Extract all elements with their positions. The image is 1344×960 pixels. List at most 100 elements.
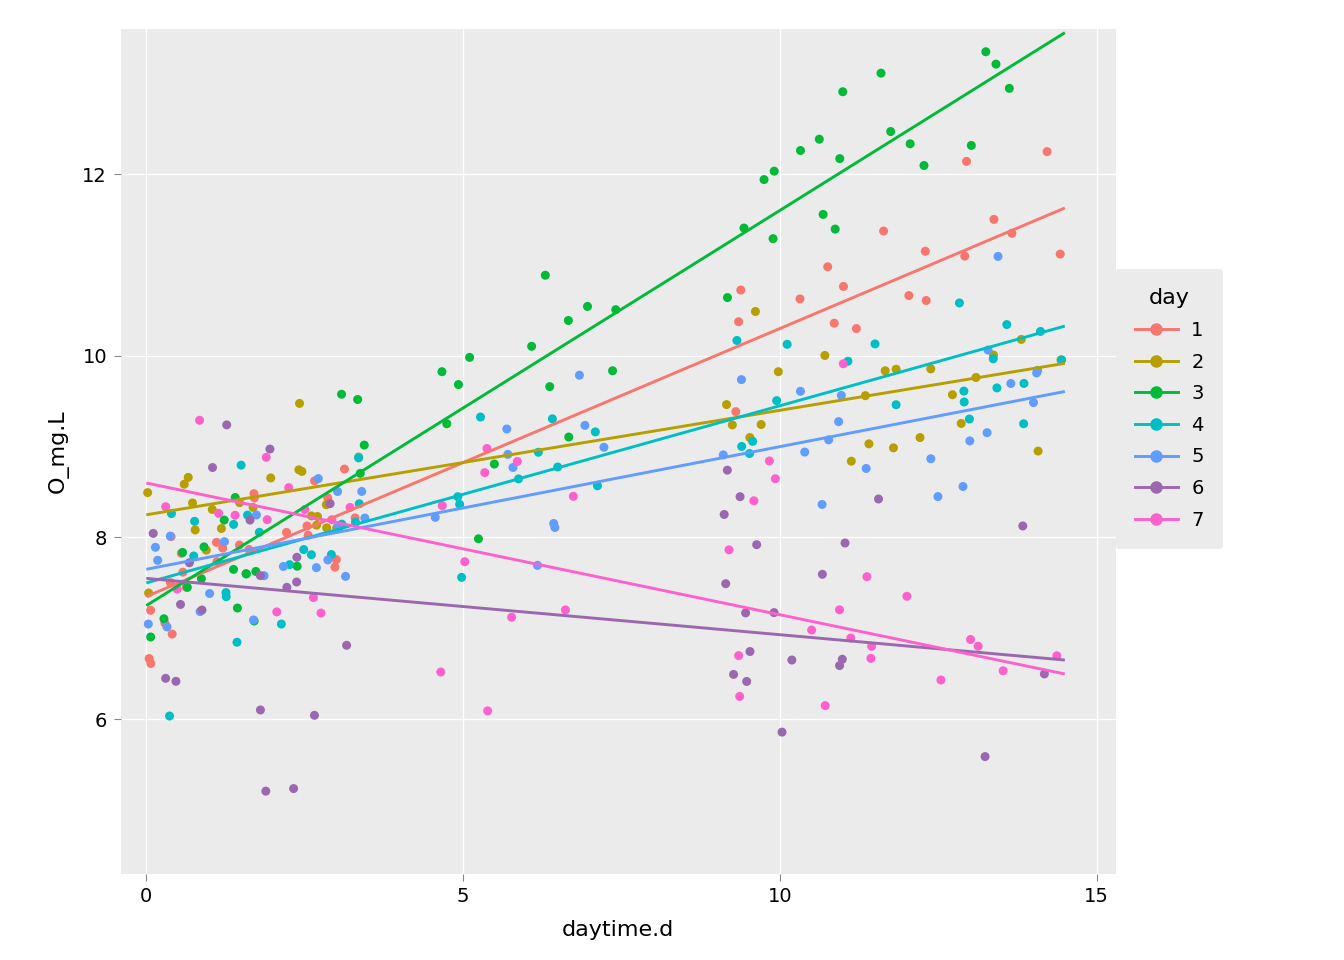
- Point: [977, 343, 999, 358]
- Point: [215, 589, 237, 605]
- Point: [344, 515, 366, 530]
- Point: [435, 416, 457, 431]
- Point: [243, 486, 265, 501]
- Point: [306, 517, 328, 533]
- Point: [190, 604, 211, 619]
- Point: [832, 356, 853, 372]
- Point: [449, 496, 470, 512]
- Point: [817, 259, 839, 275]
- Point: [832, 84, 853, 100]
- Point: [331, 516, 352, 532]
- Point: [913, 157, 934, 173]
- Point: [872, 224, 894, 239]
- Point: [996, 317, 1017, 332]
- Point: [508, 471, 530, 487]
- Point: [250, 703, 271, 718]
- Point: [862, 638, 883, 654]
- Point: [735, 605, 757, 620]
- Point: [730, 282, 751, 298]
- Point: [454, 554, 476, 569]
- Point: [739, 445, 761, 461]
- Point: [293, 541, 314, 557]
- Point: [728, 648, 750, 663]
- Point: [255, 449, 277, 465]
- Point: [982, 348, 1004, 363]
- Point: [859, 436, 880, 451]
- Point: [781, 653, 802, 668]
- Point: [253, 568, 274, 584]
- Point: [535, 268, 556, 283]
- Point: [766, 393, 788, 408]
- Point: [191, 602, 212, 617]
- Point: [855, 388, 876, 403]
- Point: [1034, 666, 1055, 682]
- Point: [202, 502, 223, 517]
- Point: [1036, 144, 1058, 159]
- Point: [501, 610, 523, 625]
- Point: [425, 510, 446, 525]
- Point: [171, 545, 192, 561]
- Point: [156, 619, 177, 635]
- Point: [860, 651, 882, 666]
- Point: [886, 397, 907, 413]
- Point: [880, 124, 902, 139]
- Point: [238, 541, 259, 557]
- Point: [353, 511, 375, 526]
- Point: [173, 476, 195, 492]
- Point: [960, 433, 981, 448]
- Point: [988, 249, 1009, 264]
- Point: [1050, 247, 1071, 262]
- X-axis label: daytime.d: daytime.d: [562, 921, 675, 941]
- Point: [243, 612, 265, 628]
- Point: [216, 418, 238, 433]
- Point: [731, 439, 753, 454]
- Point: [555, 602, 577, 617]
- Point: [351, 484, 372, 499]
- Point: [138, 651, 160, 666]
- Point: [335, 568, 356, 584]
- Point: [458, 349, 480, 365]
- Point: [814, 348, 836, 363]
- Point: [176, 580, 198, 595]
- Point: [145, 540, 167, 555]
- Point: [1046, 648, 1067, 663]
- Point: [986, 380, 1008, 396]
- Point: [470, 409, 492, 424]
- Point: [724, 404, 746, 420]
- Point: [301, 547, 323, 563]
- Point: [226, 635, 247, 650]
- Point: [184, 522, 206, 538]
- Point: [824, 222, 845, 237]
- Point: [976, 425, 997, 441]
- Point: [910, 430, 931, 445]
- Point: [321, 512, 343, 527]
- Point: [327, 484, 348, 499]
- Point: [304, 473, 325, 489]
- Point: [569, 368, 590, 383]
- Point: [255, 783, 277, 799]
- Point: [316, 497, 337, 513]
- Point: [208, 506, 230, 521]
- Point: [801, 622, 823, 637]
- Point: [339, 500, 360, 516]
- Point: [723, 667, 745, 683]
- Point: [155, 615, 176, 631]
- Point: [243, 613, 265, 629]
- Point: [730, 489, 751, 504]
- Point: [344, 510, 366, 525]
- Point: [448, 489, 469, 504]
- Point: [507, 454, 528, 469]
- Point: [348, 450, 370, 466]
- Point: [305, 560, 327, 575]
- Point: [259, 470, 281, 486]
- Point: [353, 438, 375, 453]
- Point: [286, 574, 308, 589]
- Point: [899, 136, 921, 152]
- Point: [317, 552, 339, 567]
- Point: [728, 688, 750, 704]
- Point: [814, 698, 836, 713]
- Point: [172, 544, 194, 560]
- Point: [942, 387, 964, 402]
- Point: [282, 780, 304, 796]
- Point: [1025, 366, 1047, 381]
